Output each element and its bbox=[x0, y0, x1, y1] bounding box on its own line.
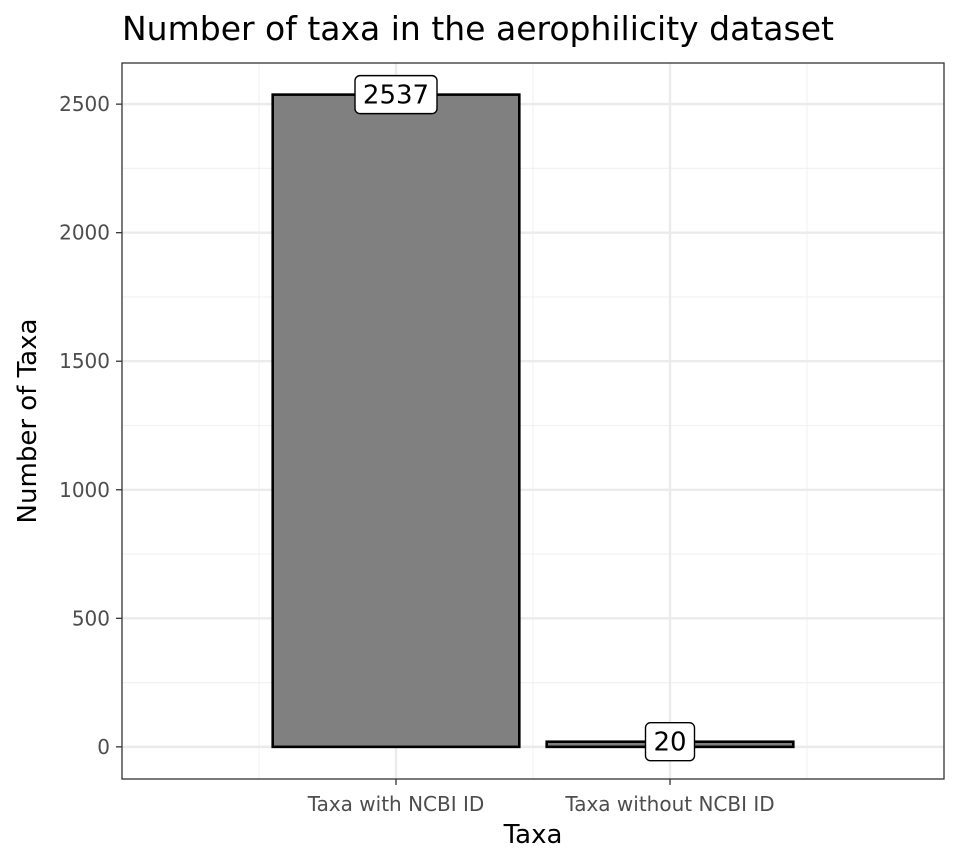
data-label: 20 bbox=[644, 722, 696, 762]
data-label-text: 2537 bbox=[363, 81, 429, 111]
data-label-box bbox=[644, 722, 696, 762]
bar bbox=[271, 93, 521, 749]
y-tick-label: 2500 bbox=[59, 92, 110, 116]
data-label-box bbox=[354, 74, 438, 115]
y-axis-title: Number of Taxa bbox=[13, 319, 43, 524]
x-axis-title: Taxa bbox=[503, 820, 563, 850]
data-label-text: 20 bbox=[653, 728, 686, 758]
bars bbox=[271, 93, 795, 749]
data-label: 2537 bbox=[354, 74, 438, 115]
x-tick-label: Taxa without NCBI ID bbox=[564, 792, 774, 816]
y-tick-label: 500 bbox=[72, 606, 110, 630]
x-tick-label: Taxa with NCBI ID bbox=[307, 792, 485, 816]
y-tick-label: 1500 bbox=[59, 349, 110, 373]
y-tick-label: 1000 bbox=[59, 478, 110, 502]
panel-border bbox=[121, 62, 945, 780]
grid-lines bbox=[122, 63, 944, 779]
axis-ticks: 0 500 1000 1500 2000 2500 Taxa with NCBI ID Tax… bbox=[59, 92, 775, 816]
y-tick-label: 0 bbox=[97, 735, 110, 759]
chart-title: Number of taxa in the aerophilicity data… bbox=[122, 9, 834, 48]
y-tick-label: 2000 bbox=[59, 221, 110, 245]
data-labels: 2537 20 bbox=[354, 74, 696, 762]
